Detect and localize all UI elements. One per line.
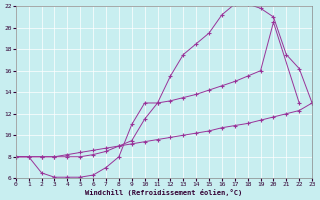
X-axis label: Windchill (Refroidissement éolien,°C): Windchill (Refroidissement éolien,°C)	[85, 189, 243, 196]
